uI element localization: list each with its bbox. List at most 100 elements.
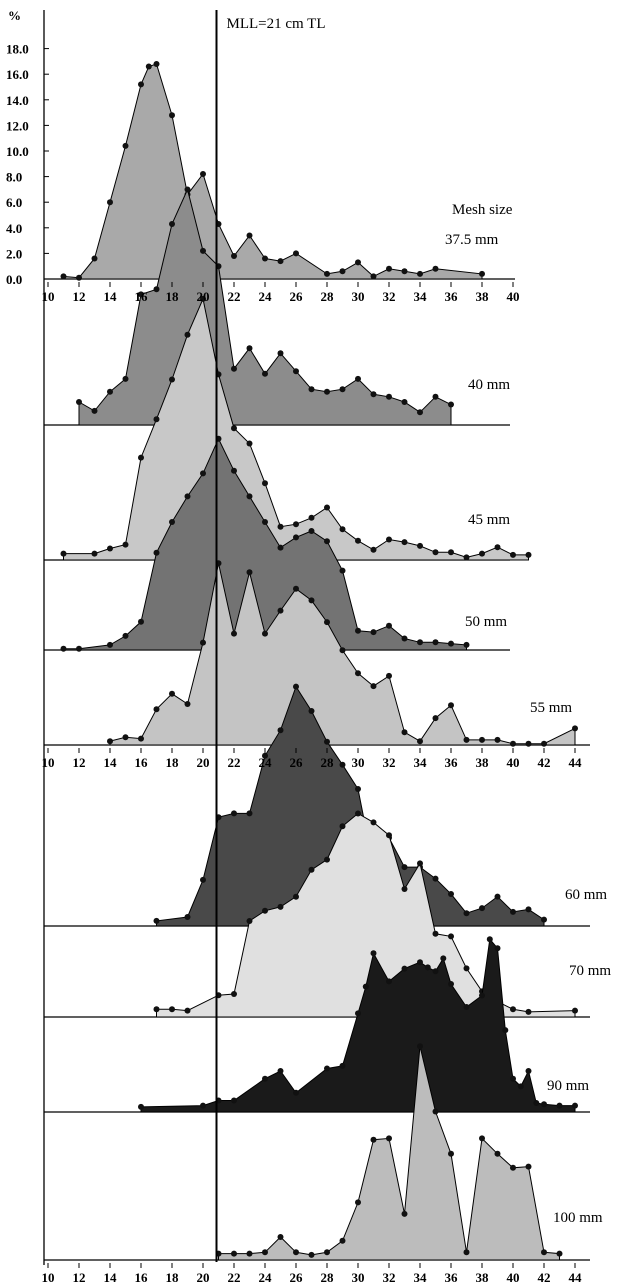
y-axis-title: %	[8, 8, 21, 23]
data-point	[169, 376, 175, 383]
data-point	[479, 736, 485, 743]
x-tick-label: 10	[42, 1270, 55, 1285]
axes: 0.02.04.06.08.010.012.014.016.018.010 12 1…	[6, 10, 582, 1285]
data-point	[432, 930, 439, 937]
data-point	[262, 255, 268, 262]
data-point	[246, 493, 253, 500]
data-point	[169, 112, 175, 119]
data-point	[277, 523, 284, 530]
data-point	[138, 735, 144, 742]
x-tick-label: 12	[73, 1270, 86, 1285]
data-point	[60, 273, 67, 280]
data-point	[107, 199, 113, 206]
data-point	[91, 550, 98, 557]
x-axis-middle: 10 12 14 16 18 20 22 24 26 28 30 32 34 36 38 40 42 44	[42, 748, 582, 770]
data-point	[262, 370, 268, 377]
data-point	[556, 1250, 563, 1257]
data-point	[370, 683, 377, 690]
data-point	[541, 1101, 547, 1108]
data-point	[324, 504, 330, 511]
y-tick-label: 16.0	[6, 67, 29, 82]
data-point	[463, 1249, 470, 1256]
x-tick-label: 36	[445, 289, 459, 304]
data-point	[200, 470, 206, 477]
data-point	[153, 549, 160, 556]
data-point	[355, 375, 361, 382]
data-point	[494, 736, 501, 743]
x-tick-label: 22	[228, 289, 241, 304]
data-point	[525, 1068, 532, 1074]
data-point	[107, 641, 113, 648]
data-point	[246, 440, 253, 447]
data-point	[572, 1102, 578, 1109]
data-point	[231, 253, 237, 259]
x-tick-label: 12	[73, 289, 86, 304]
data-point	[293, 683, 299, 690]
data-point	[122, 734, 129, 741]
mesh-size-caption: Mesh size	[452, 202, 513, 218]
x-tick-label: 10	[42, 755, 55, 770]
panel-2	[44, 186, 510, 426]
x-tick-label: 42	[538, 1270, 551, 1285]
data-point	[448, 549, 454, 556]
data-point	[463, 736, 470, 743]
x-tick-label: 16	[135, 289, 149, 304]
data-point	[386, 393, 392, 400]
data-point	[572, 725, 578, 732]
distribution-panels	[44, 61, 590, 1261]
data-point	[231, 810, 237, 817]
data-point	[417, 270, 423, 277]
y-tick-label: 8.0	[6, 170, 22, 185]
data-point	[324, 619, 330, 626]
data-point	[432, 549, 439, 556]
data-point	[262, 519, 268, 525]
series-label: 45 mm	[468, 512, 510, 528]
data-point	[386, 622, 392, 629]
x-tick-label: 16	[135, 755, 149, 770]
panel-8	[44, 936, 590, 1113]
series-label: 37.5 mm	[445, 232, 499, 248]
x-tick-label: 20	[197, 289, 210, 304]
data-point	[510, 1164, 516, 1171]
x-tick-label: 14	[104, 1270, 118, 1285]
area-series	[156, 812, 576, 1018]
data-point	[370, 629, 377, 636]
data-point	[432, 639, 439, 646]
data-point	[510, 740, 516, 747]
data-point	[277, 350, 284, 357]
data-point	[432, 393, 439, 400]
data-point	[370, 546, 377, 553]
data-point	[246, 810, 253, 817]
x-tick-label: 34	[414, 755, 428, 770]
x-tick-label: 24	[259, 755, 273, 770]
x-tick-label: 28	[321, 1270, 335, 1285]
panel-5	[44, 560, 590, 747]
data-point	[370, 391, 377, 398]
data-point	[339, 567, 346, 574]
data-point	[138, 454, 144, 461]
x-tick-label: 22	[228, 755, 241, 770]
data-point	[138, 81, 144, 88]
data-point	[479, 905, 485, 912]
x-tick-label: 40	[507, 1270, 520, 1285]
data-point	[122, 541, 129, 548]
data-point	[324, 270, 330, 277]
data-point	[308, 514, 315, 521]
data-point	[355, 259, 361, 266]
data-point	[386, 978, 392, 985]
x-tick-label: 24	[259, 1270, 273, 1285]
data-point	[184, 1007, 191, 1014]
data-point	[448, 981, 454, 987]
data-point	[200, 171, 206, 177]
x-tick-label: 42	[538, 755, 551, 770]
data-point	[293, 368, 299, 375]
data-point	[184, 493, 191, 500]
data-point	[386, 832, 392, 839]
x-tick-label: 30	[352, 755, 365, 770]
data-point	[308, 528, 315, 534]
data-point	[153, 61, 160, 67]
data-point	[401, 399, 408, 405]
data-point	[262, 480, 268, 487]
series-label: 70 mm	[569, 963, 611, 979]
data-point	[417, 1043, 423, 1050]
